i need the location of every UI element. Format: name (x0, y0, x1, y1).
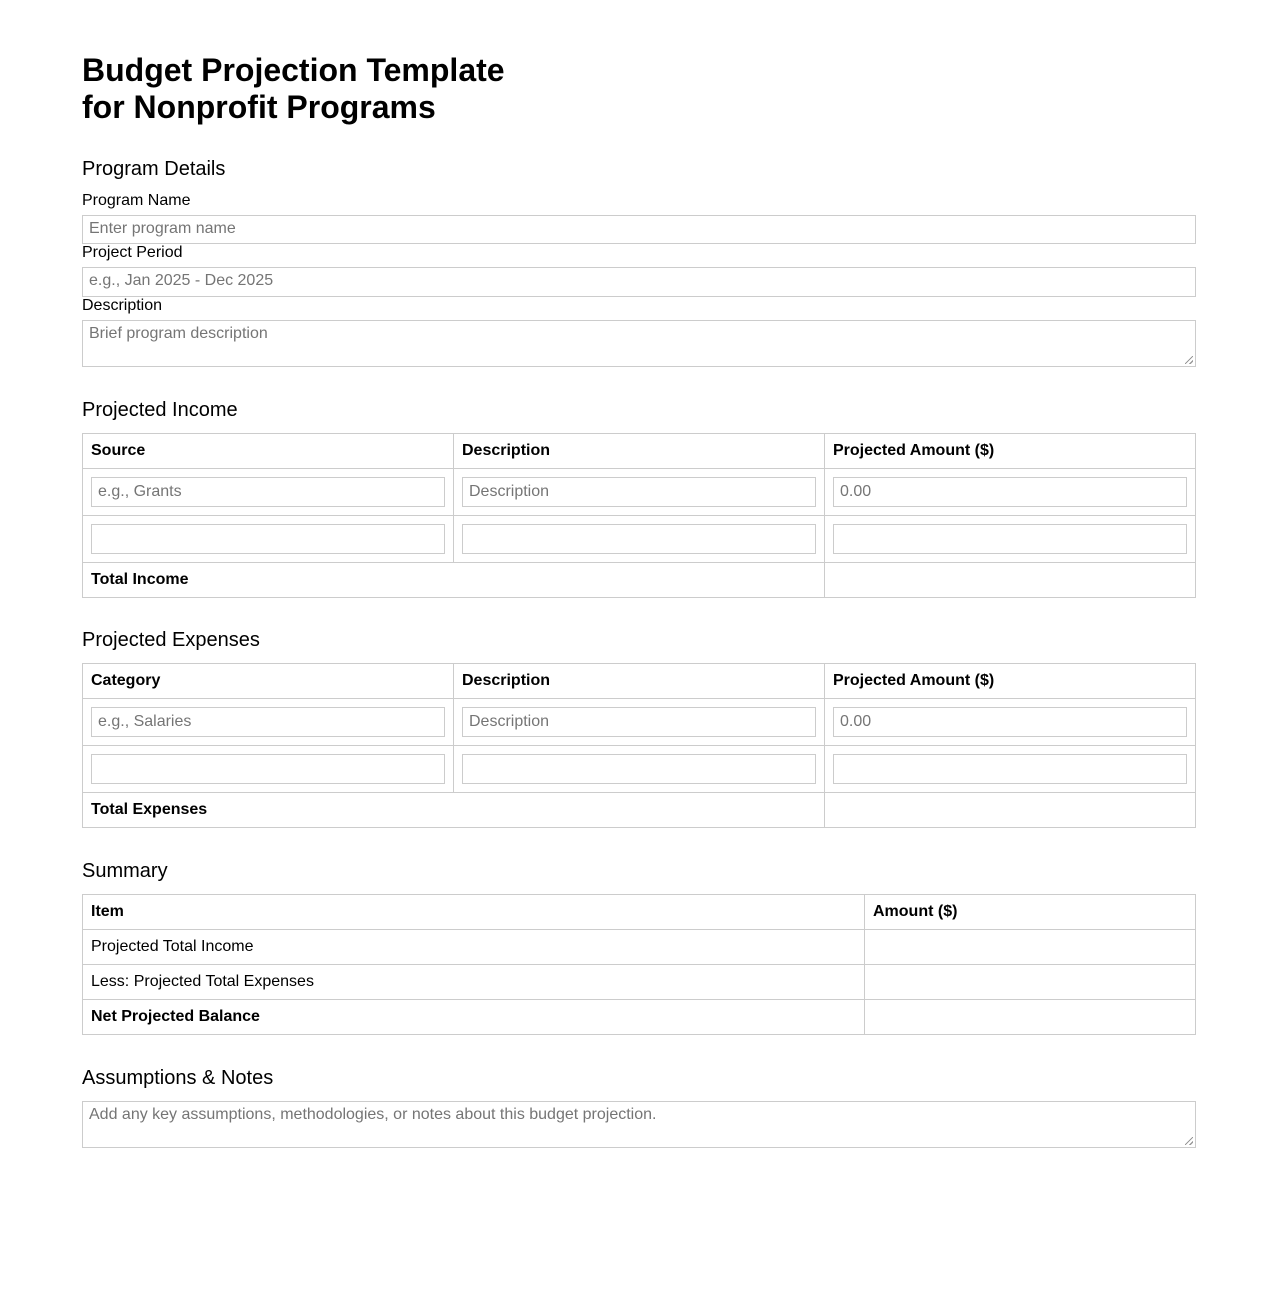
program-name-label: Program Name (82, 192, 191, 209)
table-row: e.g., Salaries Description 0.00 (82, 698, 1196, 746)
project-period-label: Project Period (82, 244, 183, 261)
net-balance-value (864, 999, 1196, 1035)
page-title: Budget Projection Template for Nonprofit … (82, 52, 505, 125)
table-row: Projected Total Income (82, 929, 1196, 965)
summary-heading: Summary (82, 860, 168, 882)
col-source: Source (82, 433, 454, 469)
col-amount: Amount ($) (864, 894, 1196, 930)
amount-input[interactable] (833, 524, 1187, 554)
summary-table: Item Amount ($) Projected Total Income Le… (82, 894, 1196, 1035)
income-heading: Projected Income (82, 399, 238, 421)
summary-income-label: Projected Total Income (82, 929, 865, 965)
source-input[interactable] (91, 524, 445, 554)
total-expenses-value (824, 792, 1196, 828)
description-input[interactable] (462, 754, 816, 784)
description-label: Description (82, 297, 163, 314)
category-input[interactable] (91, 754, 445, 784)
amount-input[interactable]: 0.00 (833, 477, 1187, 507)
income-table: Source Description Projected Amount ($) e.… (82, 433, 1196, 598)
description-input[interactable] (462, 524, 816, 554)
description-placeholder: Brief program description (89, 325, 268, 342)
expenses-heading: Projected Expenses (82, 629, 260, 651)
notes-textarea[interactable]: Add any key assumptions, methodologies, … (82, 1101, 1196, 1148)
table-row: Net Projected Balance (82, 999, 1196, 1035)
source-input[interactable]: e.g., Grants (91, 477, 445, 507)
amount-input[interactable]: 0.00 (833, 707, 1187, 737)
col-description: Description (453, 663, 825, 699)
description-input[interactable]: Description (462, 477, 816, 507)
program-name-input[interactable]: Enter program name (82, 215, 1196, 244)
table-row (82, 745, 1196, 793)
summary-expenses-value (864, 964, 1196, 1000)
col-amount: Projected Amount ($) (824, 663, 1196, 699)
summary-income-value (864, 929, 1196, 965)
expenses-table: Category Description Projected Amount ($) … (82, 663, 1196, 828)
total-expenses-label: Total Expenses (82, 792, 825, 828)
amount-input[interactable] (833, 754, 1187, 784)
total-income-value (824, 562, 1196, 598)
notes-heading: Assumptions & Notes (82, 1067, 274, 1089)
table-row (82, 515, 1196, 563)
col-item: Item (82, 894, 865, 930)
description-textarea[interactable]: Brief program description (82, 320, 1196, 367)
table-row: e.g., Grants Description 0.00 (82, 468, 1196, 516)
net-balance-label: Net Projected Balance (82, 999, 865, 1035)
category-input[interactable]: e.g., Salaries (91, 707, 445, 737)
resize-handle-icon[interactable] (1185, 1137, 1193, 1145)
description-input[interactable]: Description (462, 707, 816, 737)
program-details-heading: Program Details (82, 158, 226, 180)
summary-expenses-label: Less: Projected Total Expenses (82, 964, 865, 1000)
resize-handle-icon[interactable] (1185, 356, 1193, 364)
col-amount: Projected Amount ($) (824, 433, 1196, 469)
total-income-label: Total Income (82, 562, 825, 598)
col-category: Category (82, 663, 454, 699)
project-period-input[interactable]: e.g., Jan 2025 - Dec 2025 (82, 267, 1196, 297)
col-description: Description (453, 433, 825, 469)
table-row: Less: Projected Total Expenses (82, 964, 1196, 1000)
notes-placeholder: Add any key assumptions, methodologies, … (89, 1106, 657, 1123)
